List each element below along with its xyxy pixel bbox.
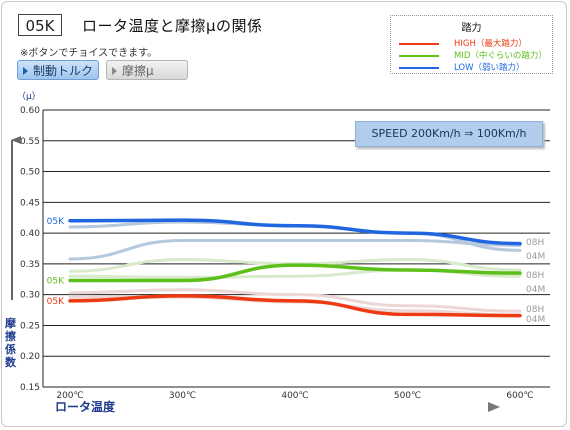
reference-end-label: 08H [526, 305, 544, 315]
legend-label-low: LOW（弱い踏力） [454, 63, 525, 73]
y-axis-title-char: 摩 [5, 316, 17, 330]
series-line-mid [68, 263, 522, 283]
legend-label-mid: MID（中ぐらいの踏力） [454, 51, 547, 61]
reference-end-label: 04M [526, 285, 545, 295]
series-start-label-mid: 05K [47, 277, 65, 287]
series-start-label-high: 05K [47, 297, 65, 307]
speed-range-box: SPEED 200Km/h ⇒ 100Km/h [355, 121, 543, 147]
x-tick-label: 500℃ [394, 391, 421, 401]
x-tick-label: 400℃ [281, 391, 308, 401]
x-tick-label: 300℃ [169, 391, 196, 401]
y-axis-title: 摩擦係数 [5, 316, 17, 369]
y-tick-label: 0.25 [20, 321, 40, 331]
legend-swatch-low [399, 67, 439, 69]
x-axis-arrowhead [488, 402, 500, 412]
reference-series-line [68, 238, 522, 261]
play-arrow-icon [112, 66, 117, 75]
brake-torque-button-label: 制動トルク [33, 64, 94, 78]
legend-label-high: HIGH（最大踏力） [454, 39, 527, 49]
page-title: ロータ温度と摩擦μの関係 [82, 17, 263, 35]
reference-series-line [68, 288, 522, 313]
series-start-label-low: 05K [47, 217, 65, 227]
legend: 踏力 HIGH（最大踏力） MID（中ぐらいの踏力） LOW（弱い踏力） [390, 15, 553, 74]
reference-end-label: 04M [526, 315, 545, 325]
choice-note: ※ボタンでチョイスできます。 [20, 48, 158, 59]
y-axis-title-char: 係 [5, 342, 16, 356]
play-arrow-icon [23, 66, 28, 75]
y-tick-label: 0.55 [20, 137, 40, 147]
y-axis-title-char: 数 [5, 355, 17, 369]
friction-mu-button-label: 摩擦μ [122, 64, 154, 78]
x-tick-label: 200℃ [56, 391, 83, 401]
brake-torque-button[interactable]: 制動トルク [17, 60, 99, 80]
y-tick-label: 0.15 [20, 383, 40, 393]
friction-mu-button[interactable]: 摩擦μ [106, 60, 188, 80]
y-tick-label: 0.35 [20, 260, 40, 270]
y-tick-label: 0.20 [20, 352, 40, 362]
y-tick-label: 0.50 [20, 168, 40, 178]
reference-end-label: 08H [526, 238, 544, 248]
product-code-box: 05K [18, 14, 62, 36]
y-axis-title-char: 擦 [5, 329, 16, 343]
series-line-high [68, 294, 522, 318]
y-tick-label: 0.30 [20, 291, 40, 301]
reference-end-label: 04M [526, 252, 545, 262]
y-tick-label: 0.60 [20, 106, 40, 116]
legend-swatch-high [399, 43, 439, 45]
legend-title: 踏力 [461, 23, 482, 34]
reference-end-label: 08H [526, 271, 544, 281]
x-tick-label: 600℃ [506, 391, 533, 401]
y-unit-label: （μ） [17, 91, 41, 102]
y-tick-label: 0.45 [20, 198, 40, 208]
x-axis-title: ロータ温度 [55, 399, 116, 414]
series-line-low [68, 218, 522, 246]
legend-swatch-mid [399, 55, 439, 57]
y-tick-label: 0.40 [20, 229, 40, 239]
